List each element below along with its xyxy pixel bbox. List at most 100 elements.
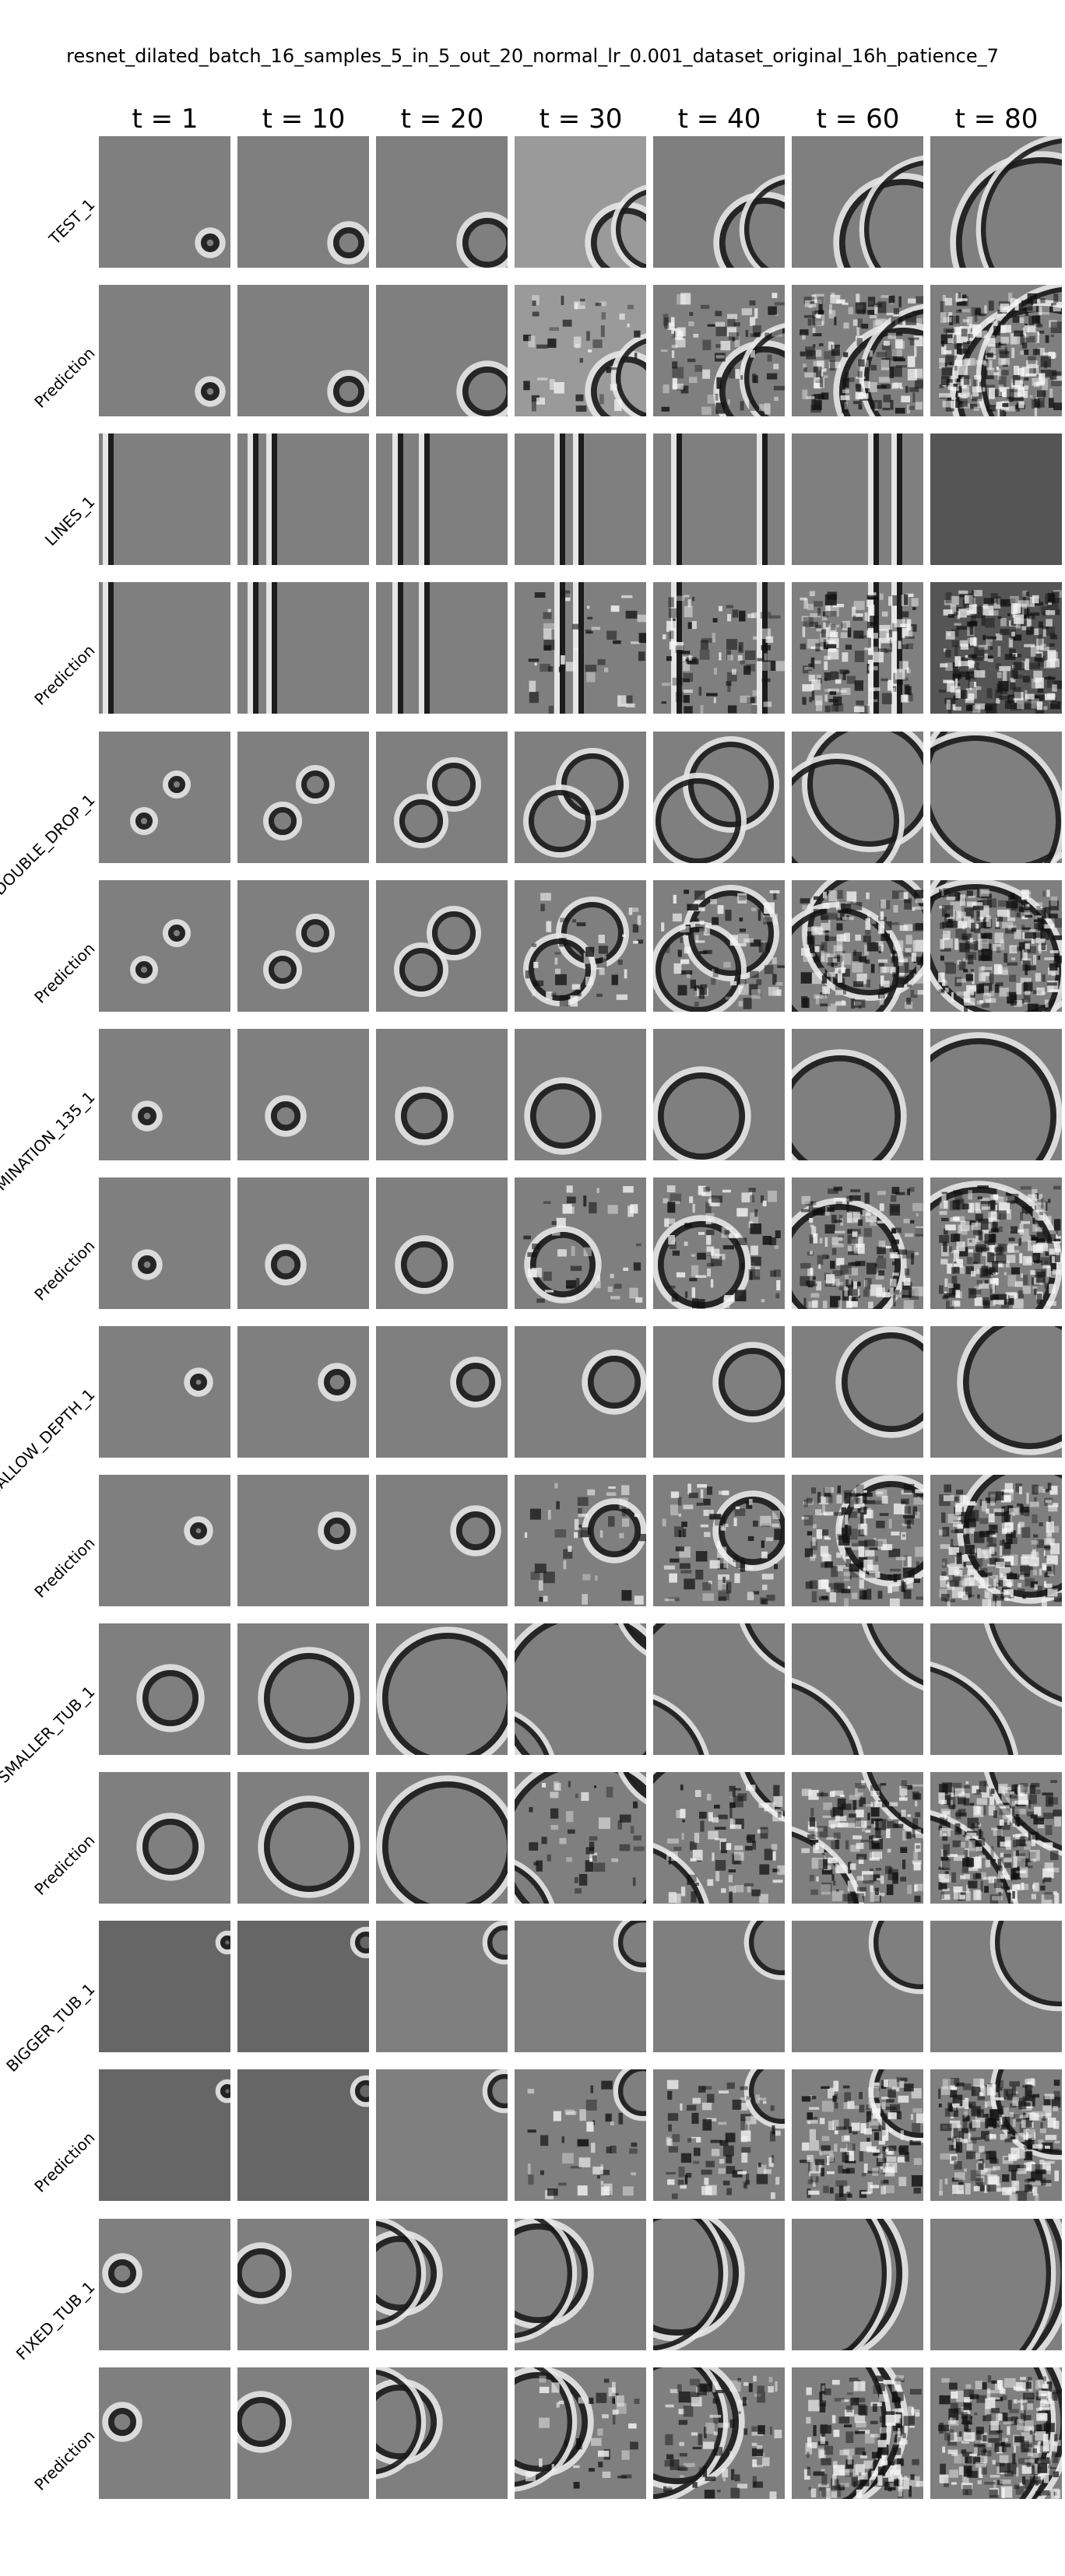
- ground-truth-frame: [99, 1029, 230, 1160]
- ground-truth-frame: [376, 1326, 508, 1458]
- ground-truth-frame: [99, 732, 230, 863]
- prediction-frame: [930, 1475, 1062, 1606]
- prediction-frame: [237, 1772, 369, 1904]
- prediction-frame: [515, 1475, 646, 1606]
- prediction-frame: [653, 582, 785, 714]
- column-label: t = 40: [677, 104, 761, 135]
- prediction-frame: [653, 285, 785, 416]
- prediction-frame: [792, 285, 923, 416]
- ground-truth-frame: [376, 1029, 508, 1160]
- ground-truth-frame: [237, 732, 369, 863]
- prediction-frame: [792, 2069, 923, 2201]
- ground-truth-frame: [930, 1623, 1062, 1755]
- figure-title: resnet_dilated_batch_16_samples_5_in_5_o…: [66, 45, 999, 67]
- ground-truth-frame: [653, 2219, 785, 2350]
- prediction-frame: [376, 1475, 508, 1606]
- prediction-frame: [99, 1177, 230, 1309]
- ground-truth-frame: [653, 1029, 785, 1160]
- column-label: t = 80: [954, 104, 1039, 135]
- prediction-frame: [930, 2367, 1062, 2499]
- ground-truth-frame: [515, 1029, 646, 1160]
- ground-truth-frame: [515, 1623, 646, 1755]
- ground-truth-frame: [792, 1921, 923, 2052]
- prediction-frame: [99, 285, 230, 416]
- prediction-frame: [376, 2069, 508, 2201]
- ground-truth-frame: [515, 732, 646, 863]
- ground-truth-frame: [99, 136, 230, 268]
- prediction-frame: [930, 1177, 1062, 1309]
- ground-truth-frame: [376, 1921, 508, 2052]
- prediction-frame: [237, 2069, 369, 2201]
- prediction-frame: [930, 582, 1062, 714]
- ground-truth-frame: [99, 2219, 230, 2350]
- ground-truth-frame: [792, 136, 923, 268]
- prediction-frame: [237, 582, 369, 714]
- ground-truth-frame: [99, 1623, 230, 1755]
- prediction-frame: [792, 1475, 923, 1606]
- prediction-frame: [237, 2367, 369, 2499]
- prediction-frame: [930, 1772, 1062, 1904]
- ground-truth-frame: [515, 433, 646, 565]
- ground-truth-frame: [653, 1326, 785, 1458]
- prediction-frame: [237, 1475, 369, 1606]
- prediction-frame: [930, 285, 1062, 416]
- ground-truth-frame: [376, 732, 508, 863]
- ground-truth-frame: [653, 732, 785, 863]
- ground-truth-frame: [792, 732, 923, 863]
- column-label: t = 60: [816, 104, 900, 135]
- ground-truth-frame: [99, 1326, 230, 1458]
- ground-truth-frame: [515, 1921, 646, 2052]
- prediction-frame: [930, 2069, 1062, 2201]
- prediction-frame: [376, 1177, 508, 1309]
- prediction-frame: [99, 2367, 230, 2499]
- ground-truth-frame: [515, 136, 646, 268]
- column-label: t = 30: [539, 104, 623, 135]
- prediction-frame: [930, 880, 1062, 1012]
- ground-truth-frame: [792, 1326, 923, 1458]
- ground-truth-frame: [930, 136, 1062, 268]
- prediction-frame: [792, 880, 923, 1012]
- ground-truth-frame: [930, 2219, 1062, 2350]
- ground-truth-frame: [515, 2219, 646, 2350]
- ground-truth-frame: [792, 1029, 923, 1160]
- image-grid: [99, 136, 1062, 2499]
- prediction-frame: [792, 1177, 923, 1309]
- prediction-frame: [376, 2367, 508, 2499]
- ground-truth-frame: [237, 433, 369, 565]
- prediction-frame: [653, 1475, 785, 1606]
- prediction-frame: [99, 1475, 230, 1606]
- prediction-frame: [515, 1177, 646, 1309]
- ground-truth-frame: [515, 1326, 646, 1458]
- ground-truth-frame: [930, 1921, 1062, 2052]
- ground-truth-frame: [653, 1623, 785, 1755]
- prediction-frame: [376, 582, 508, 714]
- ground-truth-frame: [237, 1921, 369, 2052]
- prediction-frame: [237, 285, 369, 416]
- ground-truth-frame: [237, 2219, 369, 2350]
- ground-truth-frame: [99, 1921, 230, 2052]
- prediction-frame: [653, 880, 785, 1012]
- prediction-frame: [99, 2069, 230, 2201]
- ground-truth-frame: [792, 2219, 923, 2350]
- prediction-frame: [376, 285, 508, 416]
- ground-truth-frame: [653, 433, 785, 565]
- column-label: t = 1: [132, 104, 199, 135]
- prediction-frame: [99, 582, 230, 714]
- prediction-frame: [237, 880, 369, 1012]
- prediction-frame: [653, 2367, 785, 2499]
- prediction-frame: [792, 582, 923, 714]
- prediction-frame: [376, 880, 508, 1012]
- prediction-frame: [99, 880, 230, 1012]
- prediction-frame: [515, 285, 646, 416]
- prediction-frame: [99, 1772, 230, 1904]
- prediction-frame: [515, 1772, 646, 1904]
- ground-truth-frame: [237, 136, 369, 268]
- ground-truth-frame: [237, 1623, 369, 1755]
- column-label: t = 20: [400, 104, 484, 135]
- prediction-frame: [237, 1177, 369, 1309]
- prediction-frame: [376, 1772, 508, 1904]
- ground-truth-frame: [376, 2219, 508, 2350]
- ground-truth-frame: [237, 1326, 369, 1458]
- prediction-frame: [515, 2367, 646, 2499]
- column-label: t = 10: [262, 104, 346, 135]
